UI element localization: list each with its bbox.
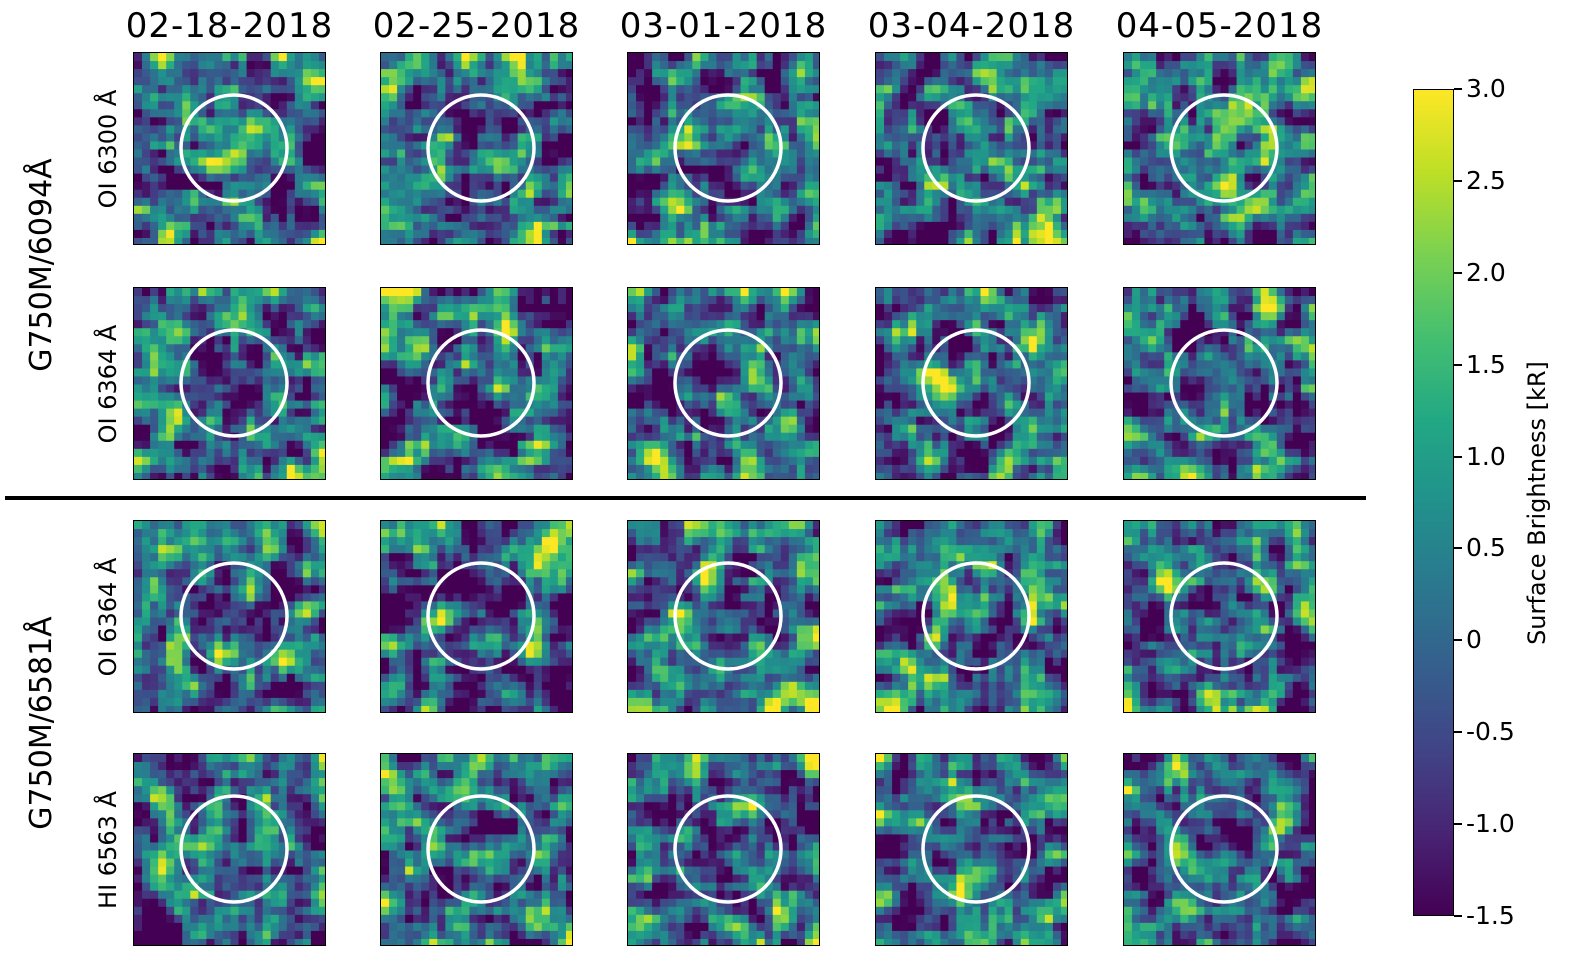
heatmap-panel <box>380 52 573 245</box>
colorbar-tick-label: 2.0 <box>1466 257 1506 287</box>
group-label: G750M/6581Å <box>24 616 59 830</box>
aperture-circle <box>426 328 536 438</box>
heatmap-image <box>1124 754 1315 945</box>
row-label: OI 6300 Å <box>94 89 122 208</box>
colorbar-tick-mark <box>1454 731 1462 734</box>
heatmap-image <box>628 288 819 479</box>
heatmap-image <box>1124 53 1315 244</box>
aperture-circle <box>921 561 1031 671</box>
heatmap-image <box>134 521 325 712</box>
colorbar-tick-mark <box>1454 363 1462 366</box>
heatmap-image <box>381 53 572 244</box>
heatmap-image <box>628 521 819 712</box>
aperture-circle <box>673 794 783 904</box>
aperture-circle <box>1169 561 1279 671</box>
row-label: OI 6364 Å <box>94 324 122 443</box>
aperture-circle <box>921 794 1031 904</box>
heatmap-panel <box>133 52 326 245</box>
heatmap-panel <box>133 753 326 946</box>
heatmap-image <box>381 288 572 479</box>
aperture-circle <box>179 328 289 438</box>
colorbar <box>1413 89 1454 916</box>
colorbar-tick-label: -1.0 <box>1466 809 1515 839</box>
heatmap-panel <box>627 52 820 245</box>
heatmap-panel <box>1123 520 1316 713</box>
column-title: 03-04-2018 <box>867 6 1076 46</box>
colorbar-tick-mark <box>1454 455 1462 458</box>
group-divider <box>5 496 1366 500</box>
colorbar-tick-mark <box>1454 915 1462 917</box>
heatmap-image <box>628 754 819 945</box>
heatmap-panel <box>627 287 820 480</box>
colorbar-tick-mark <box>1454 547 1462 550</box>
colorbar-tick-mark <box>1454 823 1462 826</box>
colorbar-label: Surface Brightness [kR] <box>1523 361 1551 645</box>
column-title: 02-25-2018 <box>372 6 581 46</box>
heatmap-panel <box>1123 52 1316 245</box>
heatmap-image <box>134 288 325 479</box>
colorbar-tick-mark <box>1454 88 1462 90</box>
heatmap-panel <box>875 287 1068 480</box>
colorbar-tick-label: 3.0 <box>1466 74 1506 103</box>
colorbar-tick-label: 2.5 <box>1466 165 1506 195</box>
aperture-circle <box>1169 93 1279 203</box>
heatmap-image <box>1124 288 1315 479</box>
heatmap-panel <box>380 520 573 713</box>
heatmap-panel <box>1123 287 1316 480</box>
heatmap-image <box>876 521 1067 712</box>
heatmap-panel <box>875 520 1068 713</box>
heatmap-image <box>876 288 1067 479</box>
aperture-circle <box>426 794 536 904</box>
aperture-circle <box>673 328 783 438</box>
aperture-circle <box>426 561 536 671</box>
aperture-circle <box>179 93 289 203</box>
heatmap-image <box>1124 521 1315 712</box>
heatmap-image <box>876 53 1067 244</box>
aperture-circle <box>179 794 289 904</box>
heatmap-panel <box>875 753 1068 946</box>
heatmap-image <box>381 754 572 945</box>
colorbar-tick-label: 1.0 <box>1466 441 1506 471</box>
colorbar-tick-mark <box>1454 179 1462 182</box>
aperture-circle <box>673 93 783 203</box>
heatmap-panel <box>380 753 573 946</box>
heatmap-panel <box>380 287 573 480</box>
column-title: 04-05-2018 <box>1115 6 1324 46</box>
heatmap-panel <box>133 287 326 480</box>
heatmap-image <box>381 521 572 712</box>
row-label: OI 6364 Å <box>94 557 122 676</box>
colorbar-tick-label: 0.5 <box>1466 533 1506 563</box>
group-label: G750M/6094Å <box>24 158 59 372</box>
aperture-circle <box>179 561 289 671</box>
colorbar-tick-label: -1.5 <box>1466 901 1515 930</box>
heatmap-panel <box>875 52 1068 245</box>
aperture-circle <box>1169 794 1279 904</box>
heatmap-panel <box>1123 753 1316 946</box>
heatmap-panel <box>627 753 820 946</box>
heatmap-image <box>628 53 819 244</box>
heatmap-image <box>134 53 325 244</box>
colorbar-tick-label: 1.5 <box>1466 349 1506 379</box>
column-title: 03-01-2018 <box>619 6 828 46</box>
aperture-circle <box>426 93 536 203</box>
colorbar-tick-mark <box>1454 271 1462 274</box>
colorbar-tick-mark <box>1454 639 1462 642</box>
aperture-circle <box>921 93 1031 203</box>
aperture-circle <box>1169 328 1279 438</box>
heatmap-panel <box>627 520 820 713</box>
aperture-circle <box>921 328 1031 438</box>
heatmap-image <box>134 754 325 945</box>
colorbar-tick-label: 0 <box>1466 625 1482 655</box>
column-title: 02-18-2018 <box>125 6 334 46</box>
heatmap-image <box>876 754 1067 945</box>
heatmap-panel <box>133 520 326 713</box>
aperture-circle <box>673 561 783 671</box>
colorbar-tick-label: -0.5 <box>1466 717 1515 747</box>
row-label: HI 6563 Å <box>94 790 122 909</box>
